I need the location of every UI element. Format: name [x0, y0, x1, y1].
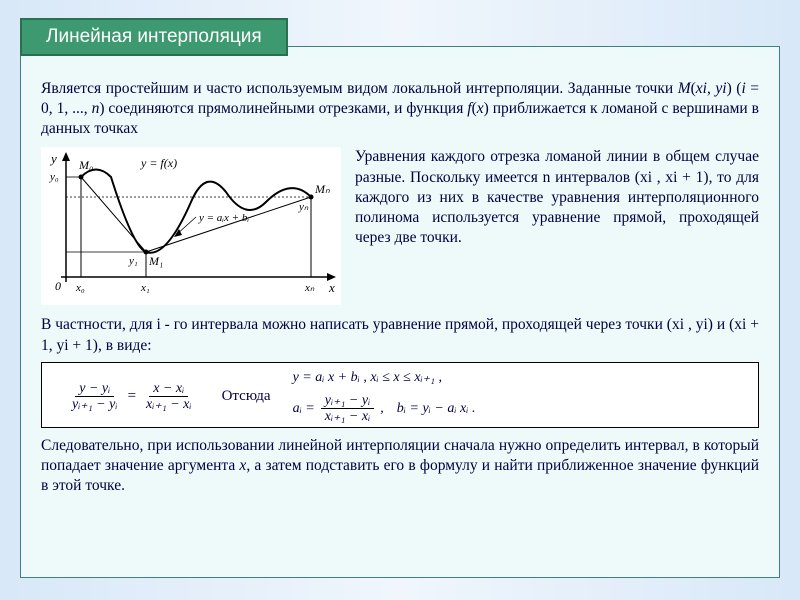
interval-paragraph: В частности, для i - го интервала можно …	[41, 315, 759, 355]
intro-paragraph: Является простейшим и часто используемым…	[41, 79, 759, 139]
svg-text:x₁: x₁	[140, 282, 150, 294]
svg-text:Mₙ: Mₙ	[314, 182, 330, 196]
svg-text:0: 0	[55, 279, 61, 293]
page-title: Линейная интерполяция	[46, 26, 262, 47]
formula-box: y − yᵢ yᵢ₊₁ − yᵢ = x − xᵢ xᵢ₊₁ − xᵢ Отсю…	[41, 362, 759, 428]
graph-and-text-row: y x 0 M₀ M₁	[41, 147, 759, 305]
svg-text:yₙ: yₙ	[298, 201, 309, 213]
svg-text:x₀: x₀	[75, 282, 85, 294]
svg-text:M₁: M₁	[148, 254, 163, 268]
eq-line2: aᵢ = yᵢ₊₁ − yᵢ xᵢ₊₁ − xᵢ , bᵢ = yᵢ − aᵢ …	[293, 393, 476, 425]
svg-text:y₁: y₁	[128, 255, 138, 267]
equals-sign: =	[128, 387, 136, 407]
eq-line1: y = aᵢ x + bᵢ , xᵢ ≤ x ≤ xᵢ₊₁ ,	[293, 369, 476, 387]
content-panel: Является простейшим и часто используемым…	[20, 46, 780, 578]
svg-text:xₙ: xₙ	[304, 282, 315, 294]
svg-text:y = f(x): y = f(x)	[140, 156, 177, 170]
graph-figure: y x 0 M₀ M₁	[41, 147, 341, 305]
fraction-right: x − xᵢ xᵢ₊₁ − xᵢ	[142, 381, 196, 413]
otkuda-label: Отсюда	[222, 387, 271, 407]
side-paragraph: Уравнения каждого отрезка ломаной линии …	[355, 147, 759, 305]
result-equations: y = aᵢ x + bᵢ , xᵢ ≤ x ≤ xᵢ₊₁ , aᵢ = yᵢ₊…	[293, 369, 476, 425]
svg-text:y = aᵢx + bᵢ: y = aᵢx + bᵢ	[198, 212, 249, 224]
svg-text:y₀: y₀	[49, 171, 59, 183]
svg-text:x: x	[328, 280, 335, 295]
conclusion-paragraph: Следовательно, при использовании линейно…	[41, 436, 759, 496]
svg-text:M₀: M₀	[78, 158, 93, 172]
title-bar: Линейная интерполяция	[20, 18, 288, 56]
fraction-left: y − yᵢ yᵢ₊₁ − yᵢ	[68, 381, 122, 413]
svg-text:y: y	[49, 151, 57, 166]
